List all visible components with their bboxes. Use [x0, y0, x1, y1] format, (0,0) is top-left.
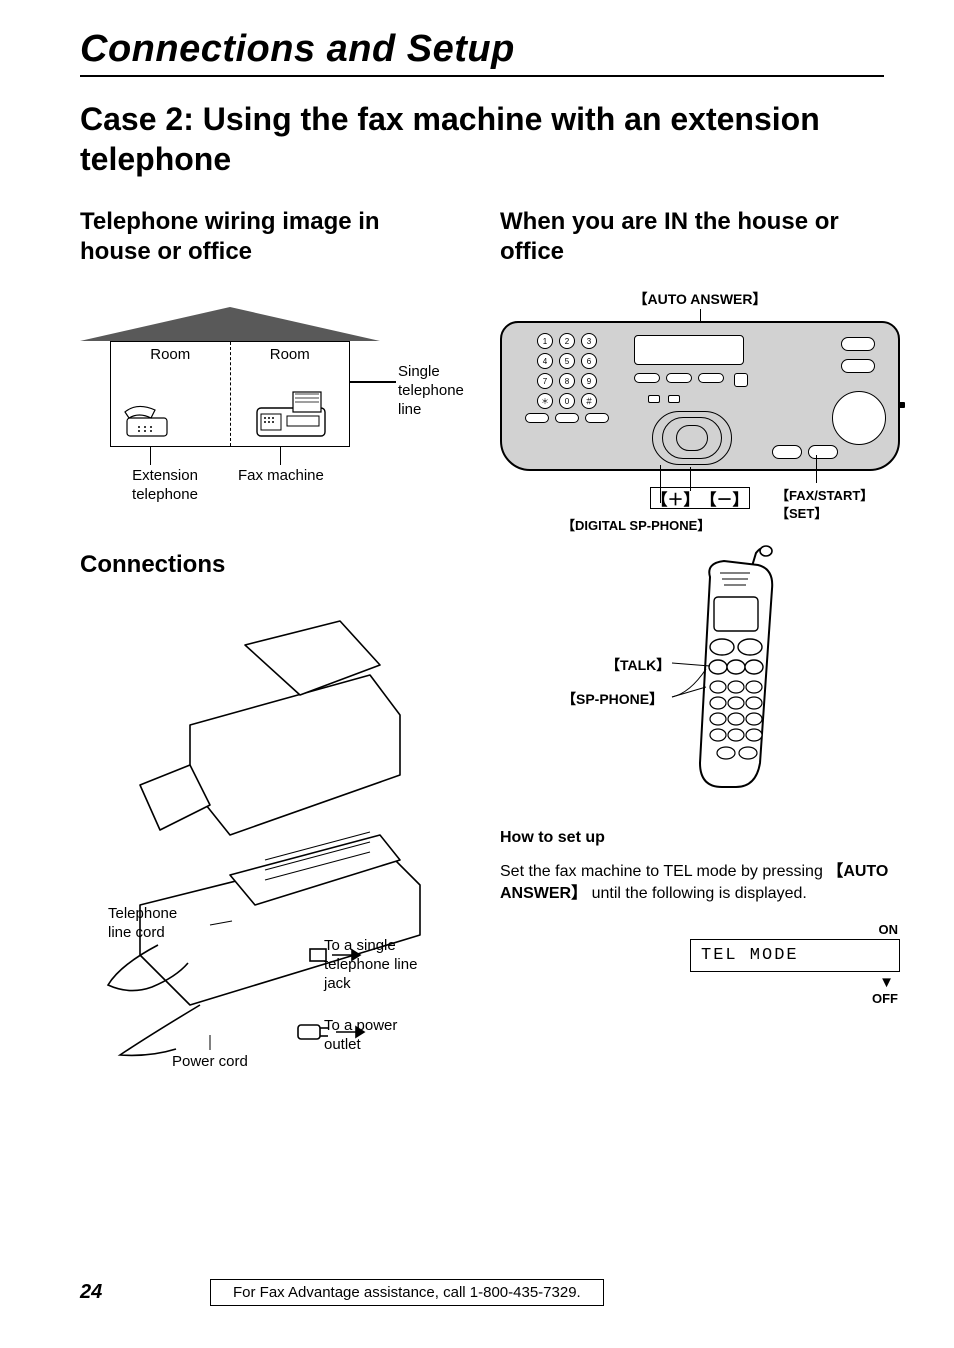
small-btn-row — [648, 395, 680, 403]
cordless-handset-icon — [500, 543, 900, 803]
fax-label: Fax machine — [238, 467, 348, 486]
howto-body-1: Set the fax machine to TEL mode by press… — [500, 863, 827, 880]
howto-title: How to set up — [500, 829, 900, 847]
set-label: SET — [776, 503, 827, 522]
case-title: Case 2: Using the fax machine with an ex… — [80, 99, 884, 179]
minus-label: － — [716, 486, 732, 510]
footer: 24 For Fax Advantage assistance, call 1-… — [80, 1279, 884, 1306]
fax-lead — [280, 447, 281, 465]
single-line-connector — [350, 381, 396, 383]
display-block: ON TEL MODE ▼ OFF — [500, 922, 900, 1006]
connections-heading: Connections — [80, 551, 450, 579]
panel-diagram: AUTO ANSWER 123 456 789 ＊0＃ — [500, 297, 900, 537]
display-off-label: OFF — [690, 991, 900, 1006]
fax-machine-icon — [251, 386, 331, 442]
tel-cord-label: Telephone line cord — [108, 905, 198, 943]
footer-box: For Fax Advantage assistance, call 1-800… — [210, 1279, 604, 1306]
right-column: When you are IN the house or office AUTO… — [500, 207, 900, 1075]
extension-phone-icon — [119, 400, 173, 440]
to-jack-label: To a single telephone line jack — [324, 937, 444, 993]
howto-body: Set the fax machine to TEL mode by press… — [500, 861, 900, 904]
panel-body: 123 456 789 ＊0＃ — [500, 321, 900, 471]
digital-sp-phone-label: DIGITAL SP-PHONE — [562, 515, 710, 534]
howto-body-2: until the following is displayed. — [587, 885, 807, 902]
under-lcd-buttons — [634, 373, 748, 387]
plus-label: ＋ — [667, 486, 683, 510]
right-stack — [832, 337, 884, 445]
to-outlet-label: To a power outlet — [324, 1017, 434, 1055]
room-right: Room — [230, 342, 350, 446]
auto-answer-label: AUTO ANSWER — [500, 289, 900, 309]
left-column: Telephone wiring image in house or offic… — [80, 207, 450, 1075]
talk-label: TALK — [606, 655, 670, 675]
house-roof — [80, 307, 380, 341]
faxstart-lead — [816, 455, 817, 483]
house-box: Room Room — [110, 341, 350, 447]
room-label-right: Room — [231, 346, 350, 363]
down-arrow-icon: ▼ — [690, 974, 894, 991]
single-line-label: Single telephone line — [398, 363, 488, 419]
display-on-label: ON — [690, 922, 900, 937]
panel-lcd — [634, 335, 744, 365]
display-box: TEL MODE — [690, 939, 900, 972]
fax-start-label: FAX/START — [776, 485, 873, 504]
plus-minus-box: 【＋】 【－】 — [650, 487, 750, 509]
wiring-heading: Telephone wiring image in house or offic… — [80, 207, 450, 267]
page-number: 24 — [80, 1281, 210, 1304]
ext-lead — [150, 447, 151, 465]
panel-keypad: 123 456 789 ＊0＃ — [512, 333, 622, 423]
ext-phone-label: Extension telephone — [120, 467, 210, 505]
fax-connections-illustration — [80, 605, 450, 1075]
room-label-left: Room — [111, 346, 230, 363]
sp-phone-label: SP-PHONE — [562, 689, 663, 709]
chapter-title: Connections and Setup — [80, 28, 884, 77]
rocker-control — [652, 411, 732, 465]
handset-diagram: TALK SP-PHONE — [500, 543, 900, 803]
right-pills — [772, 445, 838, 459]
connections-figure: Telephone line cord To a single telephon… — [80, 605, 450, 1075]
power-cord-label: Power cord — [172, 1053, 248, 1072]
right-heading: When you are IN the house or office — [500, 207, 900, 267]
room-left: Room — [111, 342, 230, 446]
house-diagram: Room Room — [80, 307, 440, 527]
